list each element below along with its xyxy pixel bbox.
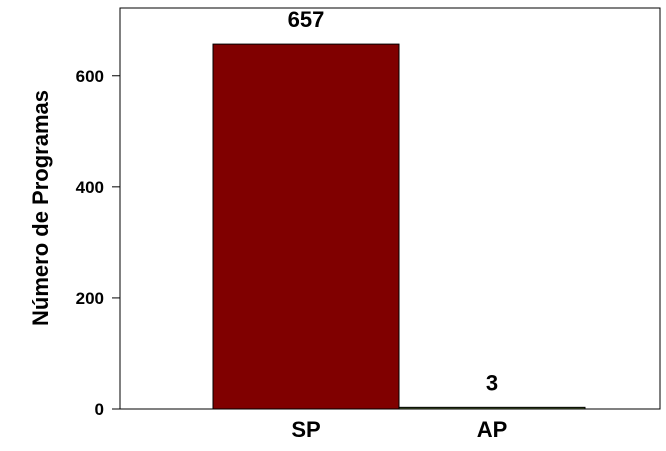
x-tick-label-ap: AP: [477, 417, 508, 442]
x-tick-label-sp: SP: [291, 417, 320, 442]
y-tick-label-200: 200: [76, 289, 104, 308]
data-label-ap: 3: [486, 370, 498, 395]
bar-ap: [398, 406, 586, 410]
y-axis-title: Número de Programas: [28, 90, 53, 326]
y-axis-ticks: 0 200 400 600: [76, 67, 120, 419]
y-tick-label-600: 600: [76, 67, 104, 86]
data-label-sp: 657: [288, 7, 325, 32]
y-tick-label-400: 400: [76, 178, 104, 197]
labels-layer: 657 SP 3 AP: [288, 7, 508, 442]
bar-sp: [212, 43, 400, 410]
y-tick-label-0: 0: [95, 400, 104, 419]
bars-layer: [212, 43, 586, 410]
